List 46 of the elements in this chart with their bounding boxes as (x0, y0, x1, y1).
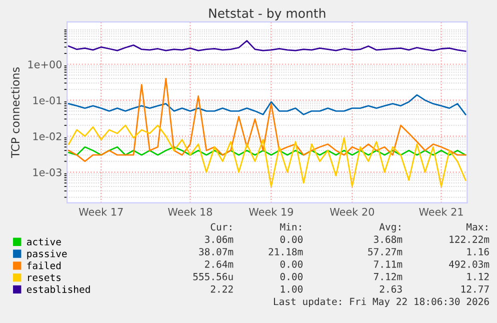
text: Cur: (210, 223, 232, 231)
text: 0.00 (280, 260, 303, 268)
text: 1.00 (280, 285, 303, 293)
y-tick-label: 1e-02 (33, 132, 62, 140)
x-tick-label: Week 17 (78, 208, 123, 216)
text: Min: (280, 223, 301, 230)
text: 555.56u (193, 272, 233, 280)
text: 7.11m (374, 260, 402, 268)
y-tick-label: 1e-03 (33, 168, 62, 176)
line-series (68, 94, 466, 116)
text: Avg: (379, 223, 400, 232)
text: 2.63 (380, 285, 402, 293)
text: 0.00 (280, 236, 303, 243)
line-series (68, 40, 466, 52)
legend-label: resets (28, 274, 61, 282)
line-series (68, 124, 466, 188)
y-axis-title: TCP connections (10, 67, 20, 158)
text: 2.64m (205, 260, 234, 268)
y-tick-label: 1e-01 (33, 96, 62, 104)
text: 38.07m (199, 248, 234, 256)
text: 1.16 (467, 248, 489, 256)
text: 57.27m (368, 248, 402, 256)
legend-label: passive (27, 250, 67, 260)
text: 12.77 (461, 285, 489, 293)
x-tick-label: Week 21 (419, 208, 463, 216)
legend-label: established (26, 285, 90, 293)
text: 122.22m (450, 236, 490, 243)
text: 492.03m (449, 260, 490, 268)
text: Max: (466, 223, 488, 231)
text: 21.18m (268, 248, 303, 256)
text: Last update: Fri May 22 18:06:30 2026 (274, 298, 489, 308)
legend-label: failed (27, 262, 61, 270)
text: 3.68m (374, 236, 402, 243)
chart-title: Netstat - by month (209, 8, 326, 20)
line-series (68, 78, 466, 162)
line-series (68, 146, 466, 156)
text: 1.12 (467, 272, 489, 280)
x-tick-label: Week 20 (330, 208, 374, 216)
x-tick-label: Week 18 (168, 208, 212, 216)
legend-label: active (26, 238, 61, 246)
y-tick-label: 1e+00 (28, 60, 62, 68)
x-tick-label: Week 19 (248, 208, 294, 216)
text: 3.06m (204, 236, 234, 243)
text: 7.12m (374, 272, 402, 280)
text: 2.22 (210, 285, 233, 293)
text: 0.00 (280, 272, 303, 280)
